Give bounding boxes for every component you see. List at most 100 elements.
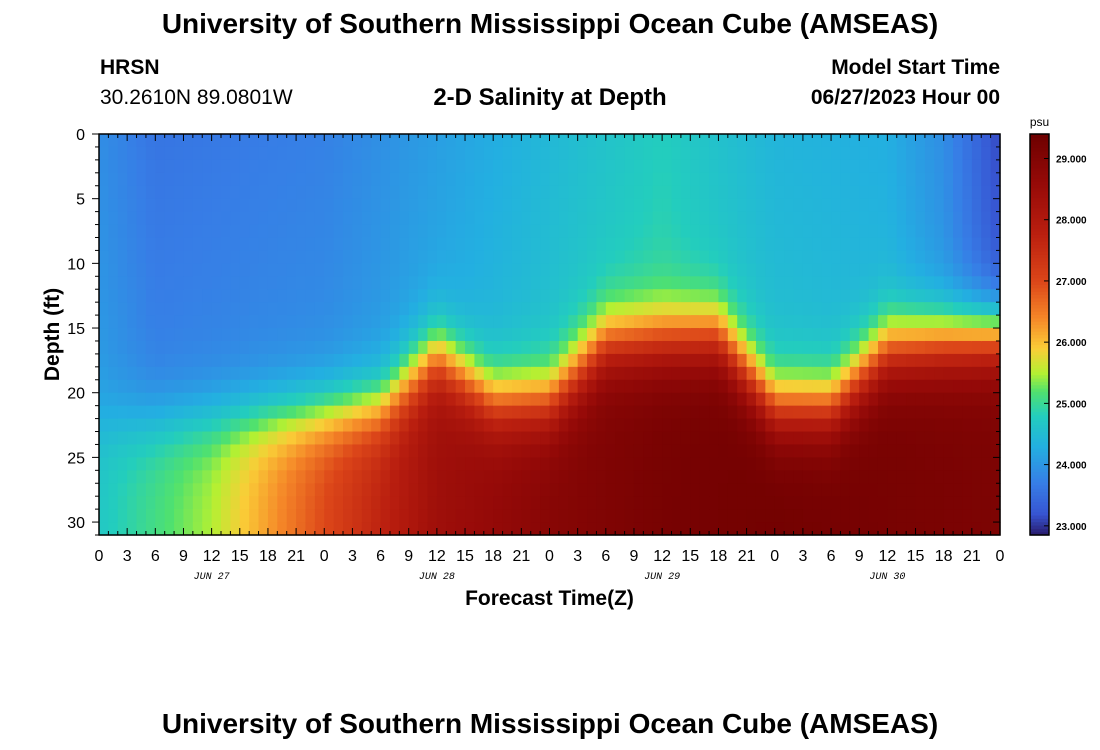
heatmap-cell <box>643 315 654 329</box>
heatmap-cell <box>774 159 785 174</box>
heatmap-cell <box>859 405 870 420</box>
heatmap-cell <box>540 392 551 407</box>
heatmap-cell <box>662 496 673 510</box>
heatmap-cell <box>399 302 410 316</box>
heatmap-cell <box>99 198 109 213</box>
heatmap-cell <box>145 418 156 433</box>
heatmap-cell <box>718 276 729 290</box>
heatmap-cell <box>868 185 879 200</box>
heatmap-cell <box>690 496 701 510</box>
heatmap-cell <box>540 198 551 213</box>
heatmap-cell <box>953 185 964 200</box>
heatmap-cell <box>221 224 231 239</box>
heatmap-cell <box>183 496 194 510</box>
heatmap-cell <box>352 302 363 316</box>
heatmap-cell <box>755 146 766 161</box>
heatmap-cell <box>652 185 663 200</box>
heatmap-cell <box>568 172 579 187</box>
heatmap-cell <box>211 379 222 394</box>
heatmap-cell <box>371 172 382 187</box>
colorbar-segment <box>1030 391 1049 396</box>
heatmap-cell <box>774 444 785 458</box>
heatmap-cell <box>465 134 476 148</box>
heatmap-cell <box>296 392 307 407</box>
heatmap-cell <box>906 353 917 368</box>
heatmap-cell <box>174 431 185 446</box>
heatmap-cell <box>859 366 870 381</box>
heatmap-cell <box>962 146 973 161</box>
heatmap-cell <box>408 392 419 407</box>
heatmap-cell <box>192 470 203 484</box>
heatmap-cell <box>962 522 973 536</box>
heatmap-cell <box>793 340 804 355</box>
heatmap-cell <box>887 224 898 239</box>
colorbar-segment <box>1030 357 1049 362</box>
heatmap-cell <box>202 250 213 264</box>
heatmap-cell <box>934 522 945 536</box>
heatmap-cell <box>802 146 813 161</box>
heatmap-cell <box>155 172 166 187</box>
heatmap-cell <box>211 211 222 226</box>
heatmap-cell <box>924 418 935 433</box>
heatmap-cell <box>915 185 926 200</box>
heatmap-cell <box>765 250 776 264</box>
heatmap-cell <box>671 522 682 536</box>
colorbar-segment <box>1030 438 1049 443</box>
heatmap-cell <box>755 405 766 420</box>
x-tick-label: 0 <box>320 548 329 565</box>
heatmap-cell <box>587 185 598 200</box>
heatmap-cell <box>812 483 823 497</box>
heatmap-cell <box>577 483 588 497</box>
model-start-value: 06/27/2023 Hour 00 <box>810 86 1000 109</box>
heatmap-cell <box>267 392 278 407</box>
heatmap-cell <box>136 509 147 523</box>
heatmap-cell <box>108 392 119 407</box>
heatmap-cell <box>127 302 138 316</box>
heatmap-cell <box>577 366 588 381</box>
heatmap-cell <box>117 276 128 290</box>
heatmap-cell <box>267 418 278 433</box>
heatmap-cell <box>737 353 748 368</box>
heatmap-cell <box>924 340 935 355</box>
heatmap-cell <box>99 483 109 497</box>
heatmap-cell <box>296 470 307 484</box>
heatmap-cell <box>709 470 720 484</box>
colorbar-segment <box>1030 307 1049 312</box>
heatmap-cell <box>549 431 560 446</box>
heatmap-cell <box>840 198 851 213</box>
heatmap-cell <box>502 418 513 433</box>
heatmap-cell <box>746 302 757 316</box>
heatmap-cell <box>493 392 504 407</box>
heatmap-cell <box>324 353 335 368</box>
heatmap-cell <box>896 353 907 368</box>
heatmap-cell <box>727 146 738 161</box>
heatmap-cell <box>333 302 344 316</box>
heatmap-cell <box>286 276 297 290</box>
heatmap-cell <box>277 302 288 316</box>
heatmap-cell <box>981 185 992 200</box>
heatmap-cell <box>530 509 541 523</box>
heatmap-cell <box>436 470 447 484</box>
heatmap-cell <box>765 418 776 433</box>
heatmap-cell <box>314 353 325 368</box>
heatmap-cell <box>502 237 513 252</box>
heatmap-cell <box>831 328 842 342</box>
heatmap-cell <box>962 496 973 510</box>
heatmap-cell <box>652 289 663 303</box>
heatmap-cell <box>737 509 748 523</box>
colorbar-tick-label: 28.000 <box>1056 216 1087 227</box>
heatmap-cell <box>737 431 748 446</box>
heatmap-cell <box>465 302 476 316</box>
heatmap-cell <box>521 444 532 458</box>
heatmap-cell <box>746 509 757 523</box>
heatmap-cell <box>389 146 400 161</box>
heatmap-cell <box>784 431 795 446</box>
heatmap-cell <box>868 431 879 446</box>
heatmap-cell <box>136 418 147 433</box>
heatmap-cell <box>511 509 522 523</box>
heatmap-cell <box>502 366 513 381</box>
heatmap-cell <box>427 379 438 394</box>
heatmap-cell <box>371 198 382 213</box>
heatmap-cell <box>230 340 241 355</box>
heatmap-cell <box>465 159 476 174</box>
